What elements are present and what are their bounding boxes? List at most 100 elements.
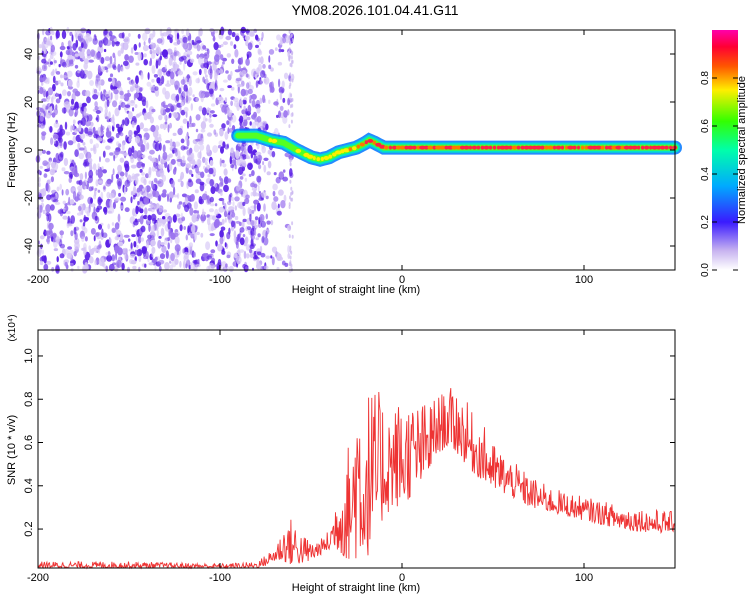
noise-speck: [81, 47, 86, 53]
noise-speck: [209, 233, 215, 237]
ridge-point: [471, 145, 477, 150]
noise-speck: [177, 70, 183, 76]
noise-speck: [282, 169, 286, 173]
noise-speck: [215, 49, 221, 58]
noise-speck: [288, 56, 291, 61]
noise-speck: [114, 41, 120, 45]
noise-speck: [180, 79, 186, 85]
noise-speck: [227, 28, 232, 36]
noise-speck: [246, 82, 250, 89]
noise-speck: [50, 176, 55, 183]
noise-speck: [195, 114, 201, 121]
ridge-point: [637, 145, 641, 150]
noise-speck: [109, 199, 113, 208]
noise-speck: [74, 53, 80, 57]
noise-speck: [41, 98, 47, 102]
noise-speck: [291, 59, 294, 64]
noise-speck: [84, 264, 89, 272]
noise-speck: [162, 151, 168, 161]
noise-speck: [42, 76, 47, 80]
noise-speck: [48, 157, 52, 162]
noise-speck: [59, 243, 65, 249]
noise-speck: [71, 159, 75, 167]
noise-speck: [220, 26, 225, 36]
noise-speck: [276, 253, 282, 262]
noise-speck: [235, 220, 241, 224]
noise-speck: [164, 121, 168, 125]
noise-speck: [227, 127, 230, 134]
noise-speck: [190, 103, 193, 111]
noise-speck: [64, 121, 68, 130]
noise-speck: [74, 90, 81, 97]
noise-speck: [154, 136, 159, 142]
noise-speck: [224, 97, 228, 102]
noise-speck: [49, 168, 55, 176]
noise-speck: [253, 202, 257, 212]
noise-speck: [41, 188, 47, 197]
noise-speck: [76, 30, 82, 37]
noise-speck: [257, 251, 262, 256]
noise-speck: [189, 245, 193, 251]
noise-speck: [66, 70, 73, 78]
ridge-point: [577, 145, 580, 150]
noise-speck: [62, 89, 67, 96]
noise-speck: [85, 120, 91, 127]
noise-speck: [230, 147, 234, 154]
snr-frame: [37, 329, 676, 569]
noise-speck: [95, 110, 101, 114]
noise-speck: [147, 214, 152, 221]
noise-speck: [289, 62, 292, 67]
noise-speck: [83, 242, 87, 252]
noise-speck: [270, 255, 273, 259]
noise-speck: [188, 169, 193, 175]
noise-speck: [165, 83, 171, 87]
noise-speck: [139, 215, 144, 225]
noise-speck: [209, 203, 215, 207]
noise-speck: [245, 194, 250, 200]
noise-speck: [134, 135, 141, 144]
noise-speck: [209, 159, 214, 167]
noise-speck: [70, 262, 74, 267]
noise-speck: [204, 158, 209, 162]
noise-speck: [140, 225, 146, 233]
noise-speck: [128, 33, 131, 37]
noise-speck: [177, 128, 183, 136]
noise-speck: [61, 41, 64, 48]
noise-speck: [210, 225, 214, 232]
noise-speck: [124, 179, 131, 187]
colorbar-tick-label: 0.6: [700, 119, 711, 133]
noise-speck: [119, 157, 125, 163]
noise-speck: [109, 73, 114, 78]
noise-speck: [233, 235, 237, 243]
noise-speck: [127, 147, 133, 157]
noise-speck: [229, 192, 233, 198]
noise-speck: [136, 187, 141, 193]
ridge-point: [656, 145, 661, 150]
ridge-point: [399, 145, 406, 150]
snr-scale-note: (x10⁴): [7, 314, 18, 341]
noise-speck: [74, 196, 79, 202]
noise-speck: [157, 239, 162, 249]
noise-speck: [219, 68, 224, 75]
noise-speck: [50, 44, 55, 53]
snr-panel: -200 -100 0 100 0.2 0.4 0.6 0.8 1.0 Height of s…: [6, 314, 676, 594]
noise-speck: [280, 49, 285, 53]
noise-speck: [262, 94, 266, 104]
noise-speck: [182, 118, 188, 124]
noise-speck: [257, 233, 261, 238]
noise-speck: [158, 133, 162, 139]
noise-speck: [97, 65, 101, 74]
noise-speck: [110, 92, 113, 100]
noise-speck: [202, 156, 206, 163]
noise-speck: [191, 214, 197, 223]
noise-speck: [233, 252, 238, 259]
noise-speck: [59, 183, 62, 191]
noise-speck: [213, 42, 219, 51]
noise-speck: [222, 41, 228, 46]
noise-speck: [138, 235, 142, 244]
noise-speck: [222, 163, 227, 168]
noise-speck: [150, 225, 155, 235]
noise-speck: [133, 130, 139, 135]
noise-speck: [156, 229, 160, 237]
noise-speck: [151, 51, 156, 59]
